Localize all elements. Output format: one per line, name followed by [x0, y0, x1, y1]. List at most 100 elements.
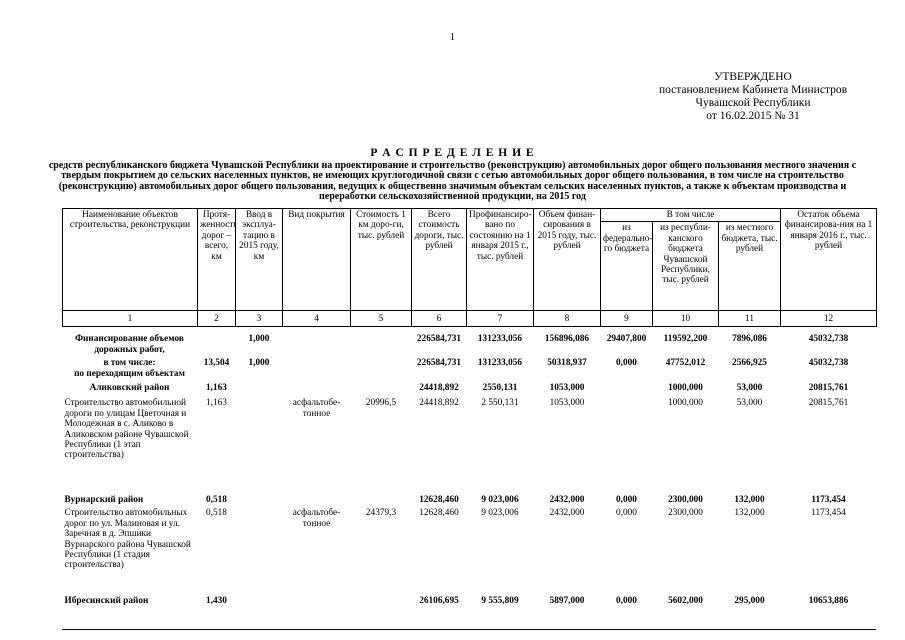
cell-total-cost: 26106,695: [419, 595, 459, 606]
cell-local: 132,000: [734, 494, 765, 505]
table-row-object: Строительство автомобильной дороги по ул…: [63, 394, 877, 461]
cell-republican: 47752,012: [665, 358, 706, 369]
col-header-length: Протя-женность дорог – всего, км: [197, 207, 236, 312]
cell-republican: 2300,000: [668, 508, 703, 519]
document-subtitle: средств республиканского бюджета Чувашск…: [48, 160, 857, 202]
cell-local: 7896,086: [732, 334, 767, 345]
cell-local: 295,000: [734, 595, 765, 606]
col-header-commissioning: Ввод в эксплуа-тацию в 2015 году, км: [235, 207, 283, 312]
col-header-total-cost: Всего стоимость дороги, тыс. рублей: [411, 207, 467, 312]
cell-federal: [601, 394, 653, 461]
cell-republican: 1000,000: [668, 383, 703, 394]
row-name-cell: Строительство автомобильных дорог по ул.…: [64, 508, 191, 571]
cell-volume-2015: 50318,937: [547, 358, 587, 369]
column-number: 11: [718, 310, 781, 328]
table-row-district: Вурнарский район 0,518 12628,460 9 023,0…: [63, 462, 877, 506]
cell-coating: [283, 327, 351, 356]
cell-federal: 0,000: [616, 595, 637, 606]
column-number: 6: [411, 310, 467, 328]
cell-volume-2015: 1053,000: [549, 383, 585, 394]
approval-line: от 16.02.2015 № 31: [706, 110, 800, 123]
col-header-local: из местного бюджета, тыс. рублей: [718, 221, 781, 312]
row-name-cell: в том числе: по переходящим объектам: [74, 358, 185, 379]
cell-remainder: 45032,738: [808, 358, 849, 369]
row-name-cell: Аликовский район: [89, 383, 170, 394]
cell-total-cost: 226584,731: [416, 358, 462, 369]
cell-total-cost: 12628,460: [419, 494, 459, 505]
cell-federal: 0,000: [616, 358, 637, 369]
cell-total-cost: 12628,460: [419, 508, 459, 519]
row-name-cell: Строительство автомобильной дороги по ул…: [64, 398, 189, 461]
col-header-coating: Вид покрытия: [282, 207, 351, 312]
cell-republican: 2300,000: [668, 494, 703, 505]
cell-cost-per-km: [351, 356, 412, 380]
table-row-district: Аликовский район 1,163 24418,892 2550,13…: [63, 380, 877, 394]
cell-remainder: 20815,761: [808, 398, 849, 409]
cell-length: 13,504: [203, 358, 230, 369]
approval-line: постановлением Кабинета Министров: [658, 84, 848, 97]
cell-financed: 131233,056: [477, 334, 523, 345]
col-header-republican: из республи-канского бюджета Чувашской Р…: [652, 221, 719, 312]
row-name-cell: Финансирование объемов дорожных работ,: [75, 334, 184, 355]
distribution-table: Наименование объектов строительства, рек…: [62, 207, 877, 607]
table-row-object: Строительство автомобильных дорог по ул.…: [63, 506, 877, 571]
cell-length: 0,518: [206, 508, 227, 519]
cell-republican: 1000,000: [668, 398, 703, 409]
cell-length: 1,163: [206, 398, 227, 409]
cell-financed: 9 023,006: [481, 494, 519, 505]
row-name-cell: Вурнарский район: [64, 494, 144, 505]
cell-republican: 119592,200: [663, 334, 708, 345]
cell-commissioning: [236, 506, 283, 571]
col-header-financed: Профинансиро-вано по состоянию на 1 янва…: [466, 207, 534, 312]
column-number: 5: [350, 310, 412, 328]
cell-volume-2015: 156896,086: [544, 334, 590, 345]
cell-remainder: 1173,454: [811, 494, 846, 505]
cell-cost-per-km: [351, 327, 412, 356]
cell-financed: 9 555,809: [481, 595, 519, 606]
cell-federal: [601, 380, 653, 394]
column-number: 4: [282, 310, 351, 328]
cell-federal: 0,000: [616, 494, 637, 505]
approval-line: Чувашской Республики: [695, 97, 811, 110]
header-row: Наименование объектов строительства, рек…: [62, 207, 877, 312]
cell-cost-per-km: [351, 462, 412, 506]
cell-local: 132,000: [734, 508, 765, 519]
col-header-including-group: В том числе: [600, 207, 781, 223]
column-number: 7: [466, 310, 534, 328]
cell-local: 53,000: [736, 383, 763, 394]
cell-volume-2015: 2432,000: [549, 508, 585, 519]
col-header-remainder: Остаток объема финансирова-ния на 1 янва…: [780, 207, 877, 312]
cell-local: 2566,925: [732, 358, 767, 369]
cell-commissioning: [236, 462, 283, 506]
cell-coating: асфальтобе-тонное: [292, 398, 341, 419]
cell-remainder: 1173,454: [811, 508, 846, 519]
cell-coating: [283, 380, 351, 394]
cell-local: 53,000: [736, 398, 763, 409]
page-number: 1: [450, 32, 455, 43]
cell-coating: [283, 356, 351, 380]
cell-commissioning: 1,000: [248, 334, 270, 345]
cell-coating: [283, 462, 351, 506]
cell-volume-2015: 1053,000: [549, 398, 585, 409]
col-header-volume-2015: Объем финан-сирования в 2015 году, тыс. …: [533, 207, 601, 312]
col-header-name: Наименование объектов строительства, рек…: [62, 207, 198, 312]
cell-remainder: 10653,886: [808, 595, 849, 606]
document-title: Р А С П Р Е Д Е Л Е Н И Е: [370, 147, 535, 159]
column-number: 3: [235, 310, 283, 328]
cell-length: 1,163: [206, 383, 227, 394]
row-name-cell: Ибресинский район: [64, 595, 149, 606]
cell-commissioning: [236, 380, 283, 394]
column-number: 12: [780, 310, 877, 328]
cell-cost-per-km: [351, 380, 412, 394]
cell-coating: [283, 572, 351, 607]
cell-republican: 5602,000: [668, 595, 703, 606]
cell-volume-2015: 5897,000: [549, 595, 585, 606]
cell-length: [198, 327, 236, 356]
column-number: 10: [652, 310, 719, 328]
column-numbers-row: 1 2 3 4 5 6 7 8 9 10 11 12: [62, 310, 877, 328]
cell-federal: 29407,800: [606, 334, 647, 345]
cell-cost-per-km: [351, 572, 412, 607]
table-row-district: Ибресинский район 1,430 26106,695 9 555,…: [63, 572, 877, 607]
approval-line: УТВЕРЖДЕНО: [714, 71, 792, 83]
